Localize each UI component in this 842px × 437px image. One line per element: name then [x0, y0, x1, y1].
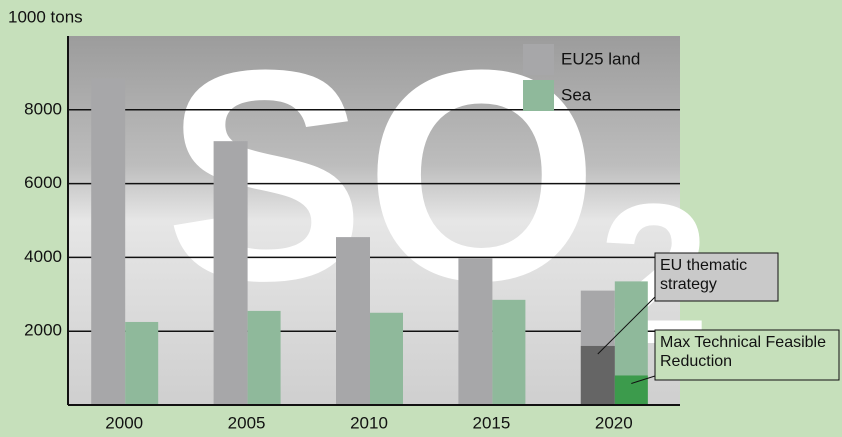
callout: EU thematic strategy [655, 253, 778, 301]
bar [91, 78, 125, 405]
bar [214, 141, 248, 405]
x-tick-label: 2005 [228, 413, 266, 432]
x-tick-label: 2000 [105, 413, 143, 432]
legend-swatch [523, 44, 554, 75]
bar [370, 313, 403, 405]
bar [336, 237, 370, 405]
legend-label: Sea [561, 85, 592, 104]
y-tick-label: 6000 [24, 173, 62, 192]
callout: Max Technical Feasible Reduction [655, 330, 839, 380]
y-tick-label: 8000 [24, 99, 62, 118]
callout-label: Max Technical Feasible Reduction [655, 330, 839, 380]
y-tick-label: 4000 [24, 247, 62, 266]
bar [492, 300, 525, 405]
bar [125, 322, 158, 405]
page: {"chart_data": {"type": "bar", "y_axis_l… [0, 0, 842, 437]
x-tick-label: 2020 [595, 413, 633, 432]
chart: 1000 tons SO2200040006000800020002005201… [0, 0, 842, 437]
y-axis-label: 1000 tons [8, 7, 83, 26]
legend-swatch [523, 80, 554, 111]
bar [248, 311, 281, 405]
legend-label: EU25 land [561, 49, 640, 68]
x-tick-label: 2015 [472, 413, 510, 432]
callout-label: EU thematic strategy [655, 253, 778, 301]
y-tick-label: 2000 [24, 321, 62, 340]
x-tick-label: 2010 [350, 413, 388, 432]
bar [458, 258, 492, 405]
overlay-bar [581, 346, 615, 405]
